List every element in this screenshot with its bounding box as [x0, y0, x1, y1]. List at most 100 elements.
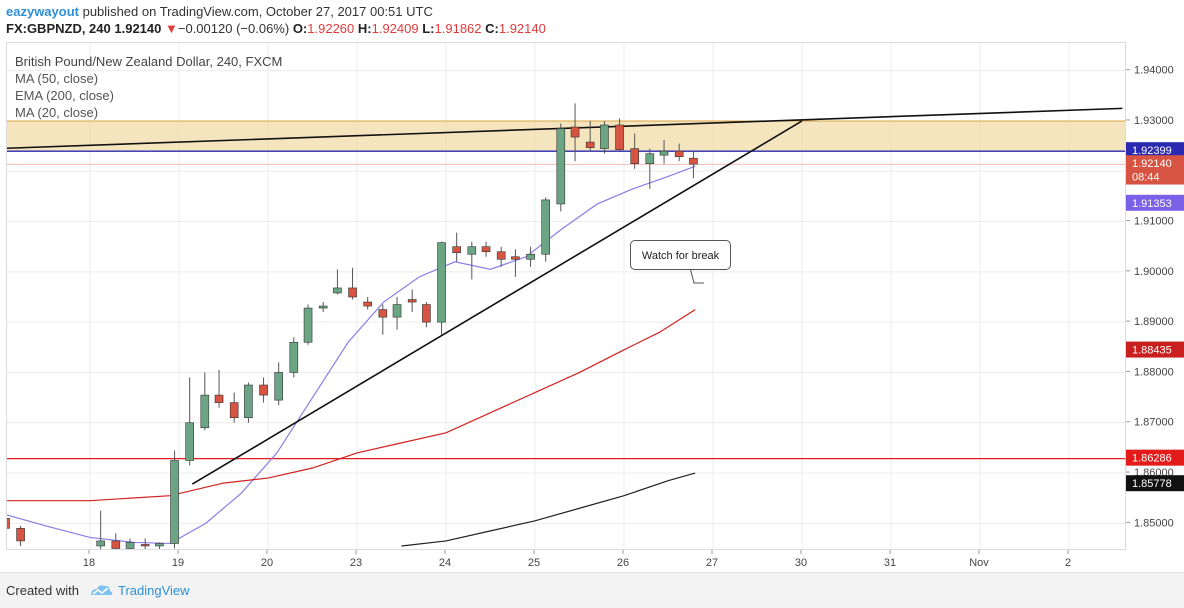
chart-plot-area[interactable]	[6, 42, 1126, 550]
candle	[481, 241, 491, 257]
candle-body	[615, 124, 624, 150]
trendline-1	[191, 120, 803, 485]
candle-body	[170, 460, 179, 544]
high-value: 1.92409	[371, 21, 419, 36]
close-value: 1.92140	[498, 21, 546, 36]
chart-header: eazywayout published on TradingView.com,…	[0, 0, 1184, 40]
candle	[600, 120, 609, 154]
time-tick-label: 2	[1065, 557, 1071, 569]
price-chart	[7, 43, 1125, 549]
candle	[274, 362, 283, 406]
candle	[7, 518, 10, 529]
candle-body	[556, 128, 566, 205]
candle	[363, 297, 372, 310]
candle	[674, 143, 684, 162]
candle-body	[289, 341, 299, 373]
candle-body	[318, 305, 328, 309]
price-tick-label: 1.85000	[1134, 517, 1174, 529]
candle-body	[16, 528, 25, 542]
candle	[348, 267, 357, 300]
price-tick-label: 1.91000	[1134, 216, 1174, 228]
candle	[659, 140, 669, 164]
candle	[318, 302, 328, 313]
candle	[422, 302, 431, 328]
candle-body	[96, 540, 105, 547]
change-arrow-icon: ▼	[165, 21, 178, 36]
candle-body	[452, 246, 461, 254]
open-label: O:	[292, 21, 308, 36]
price-label: 1.86286	[1132, 453, 1172, 465]
price-tick-label: 1.89000	[1134, 316, 1174, 328]
legend-item-ma20[interactable]: MA (20, close)	[15, 105, 99, 120]
candle-body	[496, 251, 506, 260]
candle	[303, 304, 313, 345]
candle-body	[111, 540, 121, 549]
candle	[392, 297, 402, 330]
price-label: 1.91353	[1132, 198, 1172, 210]
time-axis-labels: 18 19 20 23 24 25 26 27 30 31 Nov 2	[83, 550, 1071, 569]
legend-item-ema200[interactable]: EMA (200, close)	[15, 88, 114, 103]
time-tick-label: Nov	[969, 557, 989, 569]
series-ma-50-close-	[7, 309, 696, 502]
candle-body	[659, 150, 669, 156]
candle-body	[140, 544, 150, 547]
time-axis[interactable]: 18 19 20 23 24 25 26 27 30 31 Nov 2	[6, 550, 1126, 572]
price-tick-label: 1.87000	[1134, 417, 1174, 429]
created-with-text: Created with	[6, 583, 79, 598]
time-tick-label: 26	[617, 557, 629, 569]
candle-body	[333, 287, 342, 294]
candle-body	[541, 199, 550, 255]
low-label: L:	[422, 21, 435, 36]
candle-body	[645, 153, 655, 165]
time-tick-label: 30	[795, 557, 807, 569]
high-label: H:	[357, 21, 372, 36]
candle-body	[630, 148, 639, 165]
candle	[185, 377, 194, 466]
price-label-bg	[1126, 168, 1184, 185]
candle-body	[392, 304, 402, 318]
candle-body	[511, 256, 520, 260]
candle-body	[422, 304, 431, 323]
resistance-zone	[7, 120, 1125, 152]
candle-body	[244, 384, 253, 419]
candle	[496, 246, 506, 267]
low-value: 1.91862	[434, 21, 482, 36]
time-tick-label: 31	[884, 557, 896, 569]
candle-body	[214, 394, 224, 403]
price-label: 08:44	[1132, 172, 1160, 184]
candle	[541, 197, 550, 262]
candle	[96, 510, 105, 549]
legend-item-ma50[interactable]: MA (50, close)	[15, 71, 99, 86]
annotation-callout[interactable]: Watch for break	[630, 240, 731, 270]
candle	[556, 123, 566, 212]
footer-bar: Created with TradingView	[0, 572, 1184, 608]
candle	[214, 369, 224, 408]
candle	[244, 382, 253, 423]
author-link[interactable]: eazywayout	[6, 4, 79, 19]
candle	[407, 289, 417, 313]
candle-body	[467, 246, 477, 255]
candle-body	[363, 301, 372, 307]
publish-line: eazywayout published on TradingView.com,…	[6, 4, 433, 19]
candle	[229, 392, 239, 423]
candle-body	[689, 157, 698, 165]
candle	[645, 148, 655, 189]
candle-body	[303, 307, 313, 343]
time-tick-label: 25	[528, 557, 540, 569]
time-tick-label: 23	[350, 557, 362, 569]
candle	[125, 538, 135, 549]
candle-body	[600, 124, 609, 149]
candle-body	[481, 246, 491, 253]
candle	[452, 232, 461, 262]
price-label-bg	[1126, 194, 1184, 211]
candle	[615, 118, 624, 152]
legend-title: British Pound/New Zealand Dollar, 240, F…	[15, 54, 283, 69]
price-tick-label: 1.94000	[1134, 65, 1174, 77]
candle	[689, 150, 698, 179]
candle-body	[7, 518, 10, 529]
candle	[140, 538, 150, 549]
series-ma-20-close-	[7, 165, 696, 545]
tradingview-brand-link[interactable]: TradingView	[118, 583, 190, 598]
candle-body	[526, 253, 535, 260]
price-axis[interactable]: 1.85000 1.86000 1.87000 1.88000 1.89000 1.900…	[1126, 42, 1184, 550]
